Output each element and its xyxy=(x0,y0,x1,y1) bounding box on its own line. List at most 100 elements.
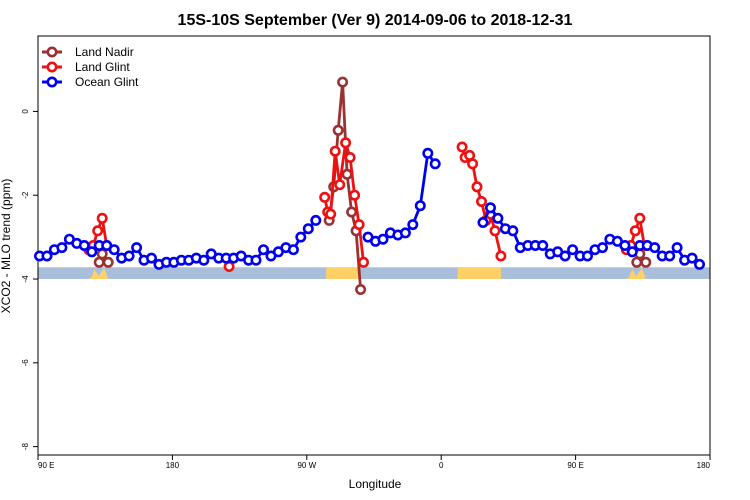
series-land-glint xyxy=(83,137,650,272)
data-point xyxy=(131,242,143,254)
legend-item-land-glint: Land Glint xyxy=(42,60,130,74)
legend-item-land-nadir: Land Nadir xyxy=(42,45,134,59)
data-point xyxy=(686,252,698,264)
y-tick-label: -4 xyxy=(21,275,30,283)
data-point xyxy=(429,158,441,170)
data-point xyxy=(310,214,322,226)
data-point xyxy=(634,212,646,224)
data-point xyxy=(414,200,426,212)
data-point xyxy=(495,250,507,262)
data-point xyxy=(640,256,652,268)
legend: Land Nadir Land Glint Ocean Glint xyxy=(42,45,139,89)
data-point xyxy=(456,141,468,153)
data-point xyxy=(477,217,489,229)
data-point xyxy=(319,191,331,203)
data-point xyxy=(341,168,353,180)
data-point xyxy=(344,152,356,164)
ocean-band xyxy=(38,267,710,280)
data-point xyxy=(596,242,608,254)
y-tick-label: -6 xyxy=(21,359,30,367)
x-tick-label: 90 E xyxy=(567,461,583,470)
y-tick-label: -8 xyxy=(21,443,30,451)
data-point xyxy=(340,137,352,149)
legend-swatch-marker xyxy=(46,76,58,88)
land-band-bump xyxy=(88,268,109,280)
data-point xyxy=(78,240,90,252)
data-point xyxy=(626,246,638,258)
series-layer xyxy=(33,76,705,295)
data-point xyxy=(377,233,389,245)
data-point xyxy=(257,244,269,256)
data-point xyxy=(581,250,593,262)
legend-label-land-glint: Land Glint xyxy=(75,60,130,74)
legend-swatch-marker xyxy=(46,61,58,73)
data-point xyxy=(108,244,120,256)
y-tick-label: 0 xyxy=(21,109,30,114)
data-point xyxy=(407,219,419,231)
data-point xyxy=(295,231,307,243)
legend-item-ocean-glint: Ocean Glint xyxy=(42,75,139,89)
x-tick-label: 0 xyxy=(439,461,444,470)
legend-label-ocean-glint: Ocean Glint xyxy=(75,75,139,89)
data-point xyxy=(41,250,53,262)
x-tick-label: 90 E xyxy=(38,461,54,470)
data-point xyxy=(353,219,365,231)
data-point xyxy=(346,206,358,218)
data-point xyxy=(102,256,114,268)
data-point xyxy=(334,179,346,191)
data-point xyxy=(355,283,367,295)
series-ocean-glint xyxy=(33,147,705,270)
data-point xyxy=(693,258,705,270)
x-axis-label: Longitude xyxy=(349,477,402,491)
land-band-segment xyxy=(326,267,361,280)
data-point xyxy=(475,196,487,208)
data-point xyxy=(619,240,631,252)
y-axis-label: XCO2 - MLO trend (ppm) xyxy=(0,179,13,314)
data-point xyxy=(287,244,299,256)
data-point xyxy=(325,208,337,220)
data-point xyxy=(332,124,344,136)
data-point xyxy=(537,240,549,252)
data-point xyxy=(92,225,104,237)
data-point xyxy=(250,254,262,266)
data-point xyxy=(56,242,68,254)
data-point xyxy=(492,212,504,224)
data-point xyxy=(357,256,369,268)
data-point xyxy=(671,242,683,254)
data-point xyxy=(559,250,571,262)
land-ocean-band xyxy=(38,267,710,280)
data-point xyxy=(507,225,519,237)
plot-frame xyxy=(37,35,711,456)
data-point xyxy=(329,145,341,157)
land-band-bump xyxy=(626,268,646,280)
land-band-segment xyxy=(457,267,501,280)
data-point xyxy=(484,202,496,214)
data-point xyxy=(399,227,411,239)
data-point xyxy=(123,250,135,262)
data-point xyxy=(86,246,98,258)
series-line xyxy=(367,151,437,243)
data-point xyxy=(349,189,361,201)
data-point xyxy=(471,181,483,193)
x-tick-label: 180 xyxy=(166,461,180,470)
y-tick-label: -2 xyxy=(21,191,30,199)
x-tick-label: 180 xyxy=(697,461,711,470)
data-point xyxy=(649,242,661,254)
data-point xyxy=(629,225,641,237)
data-point xyxy=(302,223,314,235)
data-point xyxy=(664,250,676,262)
data-point xyxy=(198,254,210,266)
data-point xyxy=(567,244,579,256)
x-axis: 90 E 180 90 W 0 90 E 180 xyxy=(37,455,711,470)
chart-title: 15S-10S September (Ver 9) 2014-09-06 to … xyxy=(178,12,573,29)
data-point xyxy=(146,252,158,264)
data-point xyxy=(337,76,349,88)
data-point xyxy=(96,212,108,224)
data-point xyxy=(467,158,479,170)
data-point xyxy=(422,147,434,159)
x-tick-label: 90 W xyxy=(297,461,316,470)
y-axis: 0 -2 -4 -6 -8 xyxy=(21,109,38,451)
data-point xyxy=(489,225,501,237)
legend-swatch-marker xyxy=(46,46,58,58)
